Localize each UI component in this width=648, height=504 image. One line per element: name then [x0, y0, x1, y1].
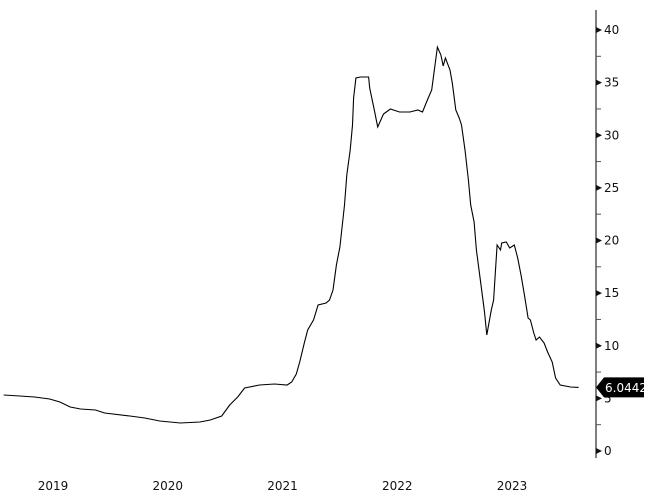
y-tick-mark [596, 132, 602, 139]
y-tick-mark [596, 184, 602, 191]
y-tick-mark [596, 79, 602, 86]
last-value-label-bg [596, 377, 644, 398]
y-tick-label: 30 [604, 128, 619, 142]
y-tick-label: 0 [604, 444, 612, 458]
y-tick-mark [596, 237, 602, 244]
last-value-label: 6.0442 [596, 377, 647, 398]
x-axis-labels: 2019 2020 2021 2022 2023 [38, 479, 528, 493]
y-tick-label: 25 [604, 181, 619, 195]
x-tick-label: 2019 [38, 479, 69, 493]
series-line [3, 45, 579, 424]
y-tick-mark [596, 290, 602, 297]
y-tick-label: 35 [604, 76, 619, 90]
x-tick-label: 2020 [152, 479, 183, 493]
y-tick-mark [596, 448, 602, 454]
y-tick-label: 20 [604, 234, 619, 248]
x-tick-label: 2023 [497, 479, 528, 493]
last-value-label-text: 6.0442 [605, 381, 647, 395]
y-tick-label: 15 [604, 286, 619, 300]
x-tick-label: 2022 [382, 479, 413, 493]
y-tick-label: 10 [604, 339, 619, 353]
y-tick-mark [596, 27, 602, 33]
y-axis-ticks: 0 5 10 15 20 25 30 35 40 [596, 23, 619, 458]
x-tick-label: 2021 [267, 479, 298, 493]
y-tick-mark [596, 342, 602, 349]
y-tick-label: 40 [604, 23, 619, 37]
y-tick-mark [596, 395, 602, 402]
y-tick-label: 5 [604, 391, 612, 405]
